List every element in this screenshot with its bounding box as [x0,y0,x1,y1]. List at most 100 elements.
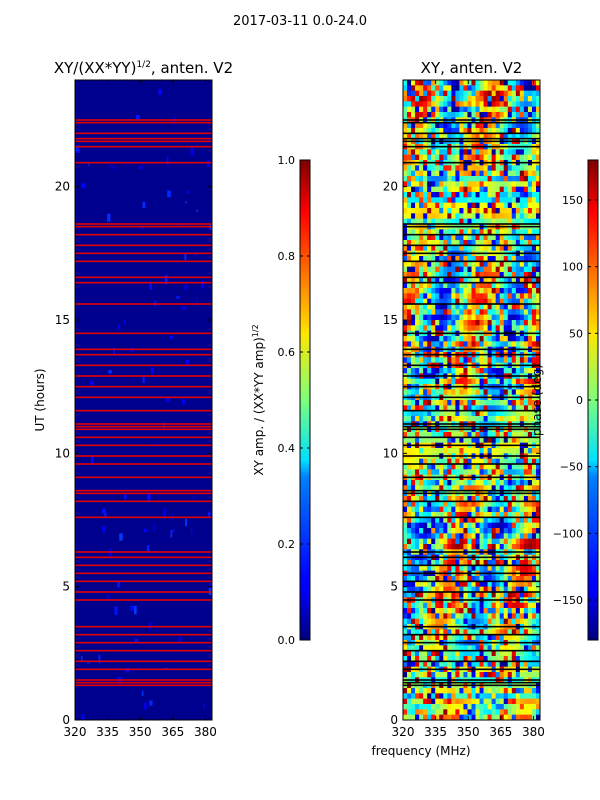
phase-cell [487,464,492,470]
phase-cell [487,528,492,534]
phase-cell [407,186,412,193]
phase-cell [475,389,480,395]
phase-cell [523,586,529,593]
phase-cell [403,304,408,310]
phase-cell [423,517,428,523]
phase-cell [439,501,444,507]
amplitude-colorbar-gradient [299,159,311,641]
phase-cell [507,229,513,235]
phase-cell [435,528,440,534]
phase-cell [423,341,428,347]
phase-cell [471,245,476,251]
phase-cell [523,181,529,187]
phase-cell [495,309,501,315]
y-tick-label: 5 [390,580,398,594]
phase-cell [511,368,517,374]
phase-cell [435,592,440,598]
phase-cell [499,613,505,619]
phase-cell [419,480,424,486]
amplitude-texture-cell [81,655,83,662]
phase-colorbar-label: phase (deg) [530,364,544,436]
phase-cell [439,389,444,395]
phase-cell [403,437,408,443]
phase-cell [507,693,513,699]
phase-cell [519,298,525,305]
phase-cell [439,85,444,91]
phase-cell [439,186,444,193]
phase-cell [535,581,540,587]
phase-cell [499,282,505,289]
phase-cell [467,714,472,720]
phase-cell [467,277,472,283]
phase-black-row [403,463,540,465]
phase-cell [531,538,537,545]
phase-cell [503,197,509,203]
phase-cell [483,496,488,502]
phase-cell [523,261,529,267]
phase-cell [411,544,416,550]
phase-cell [507,298,513,305]
phase-cell [471,709,476,715]
phase-cell [467,368,472,374]
phase-cell [459,469,464,475]
phase-cell [403,522,408,529]
x-tick-label: 365 [489,725,512,739]
phase-cell [423,122,428,129]
phase-cell [459,618,464,625]
phase-cell [511,464,517,470]
phase-cell [443,298,448,305]
phase-cell [491,437,496,443]
phase-cell [527,592,533,598]
phase-cell [507,282,513,289]
phase-cell [531,698,537,705]
phase-cell [459,325,464,331]
phase-cell [447,234,452,241]
phase-cell [407,272,412,278]
phase-cell [447,693,452,699]
phase-cell [447,448,452,454]
phase-cell [535,128,540,134]
phase-cell [535,512,540,518]
phase-cell [471,688,476,694]
phase-cell [463,368,468,374]
phase-cell [431,378,436,385]
phase-cell [431,218,436,225]
phase-cell [411,106,416,113]
phase-cell [467,688,472,694]
phase-cell [535,325,540,331]
phase-cell [515,448,521,454]
phase-cell [407,170,412,177]
phase-cell [415,592,420,598]
phase-cell [491,192,496,198]
phase-cell [415,576,420,582]
phase-cell [415,85,420,91]
phase-cell [403,688,408,694]
phase-cell [451,298,456,305]
phase-cell [515,106,521,113]
phase-cell [491,208,496,214]
phase-cell [455,96,460,102]
phase-cell [511,325,517,331]
phase-cell [455,634,460,641]
phase-cell [495,405,501,411]
phase-cell [447,560,452,566]
phase-cell [527,602,533,609]
phase-cell [411,261,416,267]
phase-cell [427,496,432,502]
phase-cell [439,565,444,571]
phase-cell [435,181,440,187]
phase-cell [531,704,537,710]
phase-cell [407,400,412,406]
phase-cell [447,389,452,395]
phase-cell [435,240,440,246]
phase-cell [467,357,472,363]
phase-cell [523,517,529,523]
phase-cell [527,517,533,523]
y-tick-label: 5 [62,580,70,594]
phase-cell [423,272,428,278]
phase-cell [427,528,432,534]
phase-cell [535,202,540,209]
phase-cell [415,501,420,507]
phase-cell [535,517,540,523]
phase-cell [451,517,456,523]
